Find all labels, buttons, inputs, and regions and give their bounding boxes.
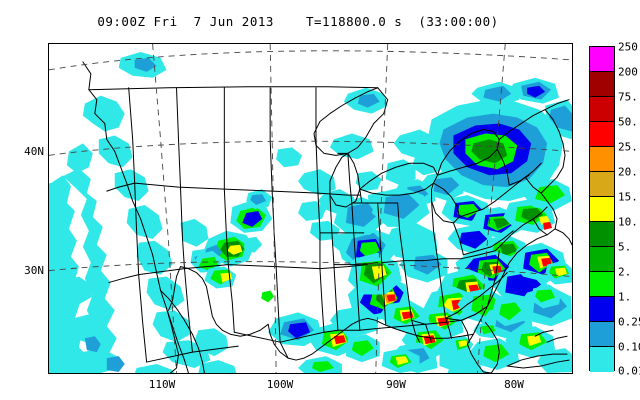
colorbar-label-25: 25. [618, 140, 638, 154]
colorbar-label-250: 250. [618, 40, 640, 54]
colorbar-band-25 [590, 147, 614, 172]
precip-region-caribbean [445, 260, 572, 355]
ytick-label-30n: 30N [24, 264, 44, 277]
colorbar-label-1: 1. [618, 290, 632, 304]
colorbar-band-15 [590, 197, 614, 222]
precip-field [49, 51, 572, 373]
colorbar-label-001: 0.01 [618, 364, 640, 378]
colorbar-band-20 [590, 172, 614, 197]
colorbar-label-2: 2. [618, 265, 632, 279]
colorbar-band-250 [590, 47, 614, 72]
map-geography [82, 61, 572, 373]
precip-region-west [49, 95, 237, 373]
figure-title: 09:00Z Fri 7 Jun 2013 T=118800.0 s (33:0… [97, 14, 499, 29]
map-graticule [49, 44, 572, 373]
colorbar-band-2 [590, 272, 614, 297]
ytick-label-40n: 40N [24, 145, 44, 158]
colorbar-band-10 [590, 222, 614, 247]
xtick-label-80w: 80W [504, 378, 524, 391]
colorbar-band-50 [590, 122, 614, 147]
colorbar-label-010: 0.10 [618, 340, 640, 354]
xtick-label-100w: 100W [266, 378, 294, 391]
colorbar-label-025: 0.25 [618, 315, 640, 329]
precip-region-colorado [192, 189, 275, 303]
colorbar-band-010 [590, 347, 614, 372]
colorbar [589, 46, 615, 372]
colorbar-label-200: 200. [618, 65, 640, 79]
colorbar-band-200 [590, 72, 614, 97]
colorbar-band-5 [590, 247, 614, 272]
map-canvas [49, 44, 572, 373]
colorbar-label-20: 20. [618, 165, 638, 179]
precip-region-northwest [118, 51, 167, 78]
map-panel [48, 43, 573, 374]
colorbar-band-1 [590, 297, 614, 322]
xtick-label-90w: 90W [386, 378, 406, 391]
colorbar-band-75 [590, 97, 614, 122]
colorbar-label-10: 10. [618, 215, 638, 229]
xtick-label-110w: 110W [148, 378, 176, 391]
colorbar-label-50: 50. [618, 115, 638, 129]
colorbar-band-025 [590, 322, 614, 347]
colorbar-label-15: 15. [618, 190, 638, 204]
colorbar-label-75: 75. [618, 90, 638, 104]
colorbar-label-5: 5. [618, 240, 632, 254]
precip-region-texas [268, 312, 420, 373]
